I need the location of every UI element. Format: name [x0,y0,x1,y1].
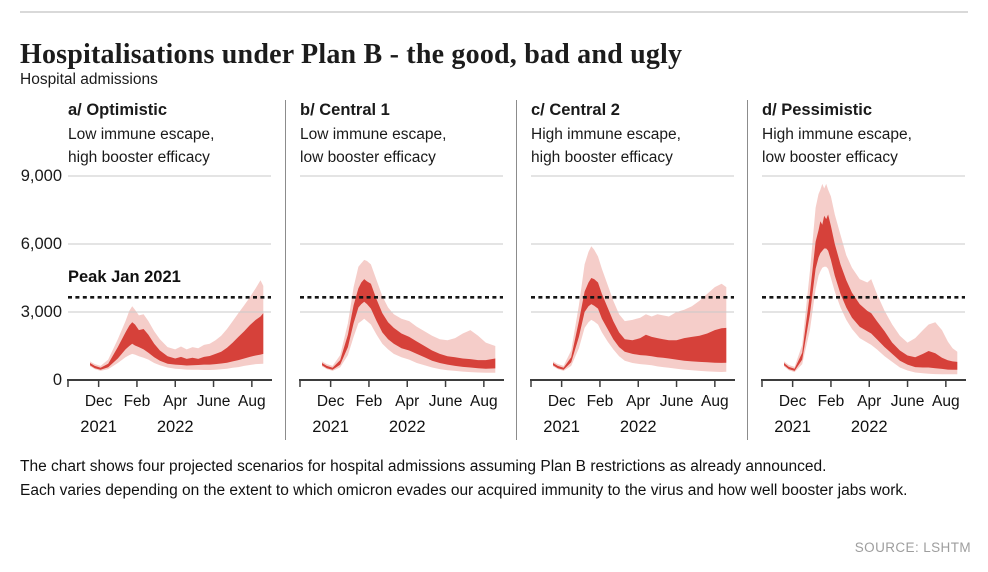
panel-desc-line2: low booster efficacy [762,149,898,166]
panel-desc-line1: High immune escape, [762,125,912,143]
x-tick-label: Feb [587,393,614,410]
uncertainty-band-inner [322,279,496,370]
plot-svg-central2: Dec Feb Apr June Aug 2021 2022 [530,175,735,436]
uncertainty-band-outer [322,259,496,373]
panel-desc-line2: high booster efficacy [531,149,673,166]
y-tick-label: 3,000 [20,303,62,321]
uncertainty-band-inner [784,214,958,371]
plot-svg-pessimistic: Dec Feb Apr June Aug 2021 2022 [761,175,966,436]
year-label: 2021 [774,418,811,436]
panel-desc-line1: Low immune escape, [68,125,215,143]
footnote-line1: The chart shows four projected scenarios… [20,458,827,475]
plot-svg-optimistic: Dec Feb Apr June Aug 2021 2022 [67,175,272,436]
footnote: The chart shows four projected scenarios… [20,455,968,503]
x-tick-label: Aug [238,393,266,410]
source-credit: SOURCE: LSHTM [854,540,971,555]
x-tick-label: Apr [626,393,650,410]
x-tick-label: June [429,393,463,410]
panel-divider [285,100,286,440]
panel-label: a/ Optimistic [68,101,168,119]
uncertainty-band-inner [90,313,264,370]
y-tick-label: 6,000 [20,235,62,253]
x-tick-label: June [660,393,694,410]
panel-divider [747,100,748,440]
uncertainty-band-inner [553,278,727,370]
year-label: 2021 [543,418,580,436]
x-tick-label: Dec [779,393,807,410]
year-label: 2022 [851,418,888,436]
x-tick-label: Apr [395,393,419,410]
x-tick-label: Feb [356,393,383,410]
page-title: Hospitalisations under Plan B - the good… [20,38,683,70]
footnote-line2: Each varies depending on the extent to w… [20,482,908,499]
plot-central1: Dec Feb Apr June Aug 2021 2022 [299,160,506,445]
plot-svg-central1: Dec Feb Apr June Aug 2021 2022 [299,175,504,436]
panel-header-central2: c/ Central 2 High immune escape, high bo… [531,99,741,170]
panel-desc-line1: High immune escape, [531,125,681,143]
x-tick-label: Aug [932,393,960,410]
year-label: 2022 [620,418,657,436]
x-tick-label: Feb [818,393,845,410]
y-tick-label: 0 [52,371,62,389]
x-tick-label: June [891,393,925,410]
panel-desc-line2: high booster efficacy [68,149,210,166]
x-tick-label: Aug [470,393,498,410]
plot-optimistic: Dec Feb Apr June Aug 2021 2022 [67,160,274,445]
year-label: 2021 [312,418,349,436]
x-tick-label: Dec [85,393,113,410]
uncertainty-band-outer [90,280,264,371]
panel-header-pessimistic: d/ Pessimistic High immune escape, low b… [762,99,972,170]
x-tick-label: Apr [163,393,187,410]
x-tick-label: Dec [317,393,345,410]
panel-header-central1: b/ Central 1 Low immune escape, low boos… [300,99,510,170]
panel-header-optimistic: a/ Optimistic Low immune escape, high bo… [68,99,278,170]
panel-desc-line1: Low immune escape, [300,125,447,143]
plot-pessimistic: Dec Feb Apr June Aug 2021 2022 [761,160,968,445]
y-axis-title: Hospital admissions [20,71,158,88]
reference-line-label: Peak Jan 2021 [68,268,181,286]
x-tick-label: Apr [857,393,881,410]
panel-desc-line2: low booster efficacy [300,149,436,166]
x-tick-label: June [197,393,231,410]
plot-central2: Dec Feb Apr June Aug 2021 2022 [530,160,737,445]
panel-divider [516,100,517,440]
top-rule [20,11,968,13]
year-label: 2021 [80,418,117,436]
year-label: 2022 [157,418,194,436]
uncertainty-band-outer [784,183,958,375]
x-tick-label: Aug [701,393,729,410]
year-label: 2022 [389,418,426,436]
x-tick-label: Dec [548,393,576,410]
y-axis-labels: 0 3,000 6,000 9,000 [0,160,62,389]
panel-label: b/ Central 1 [300,101,390,119]
panel-label: d/ Pessimistic [762,101,873,119]
y-tick-label: 9,000 [20,167,62,185]
x-tick-label: Feb [124,393,151,410]
panel-label: c/ Central 2 [531,101,620,119]
